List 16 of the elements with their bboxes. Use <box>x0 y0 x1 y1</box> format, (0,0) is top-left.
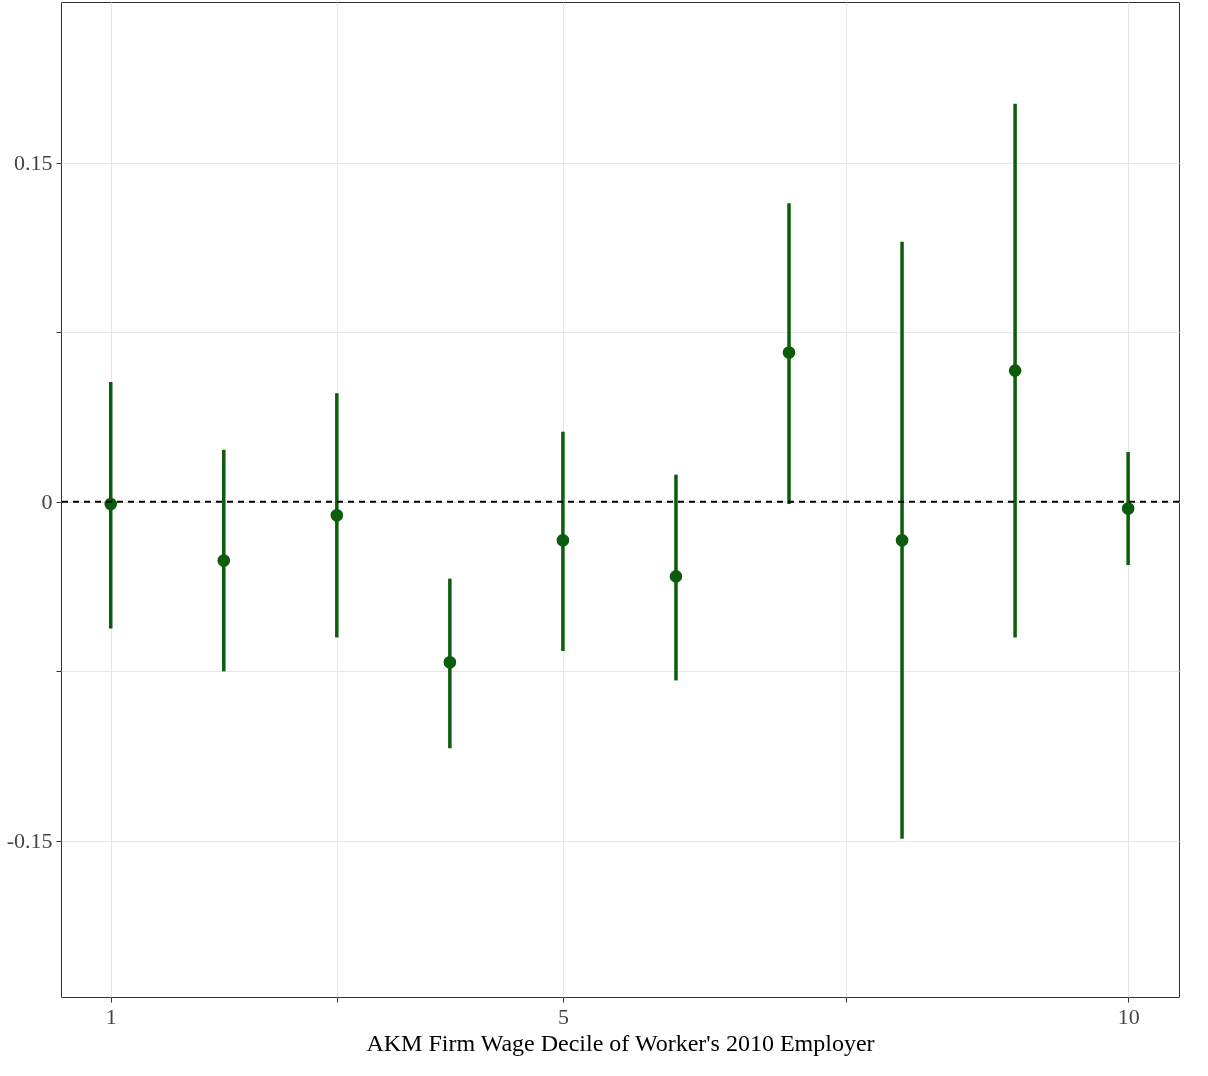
y-tick-label: 0 <box>41 489 53 515</box>
point <box>217 554 231 567</box>
point <box>556 533 570 547</box>
point <box>443 656 457 669</box>
x-tick-label: 10 <box>1117 1003 1140 1029</box>
x-axis-title: AKM Firm Wage Decile of Worker's 2010 Employer <box>366 1029 875 1056</box>
x-tick-label: 5 <box>557 1003 569 1029</box>
point <box>330 509 344 522</box>
y-tick-label: -0.15 <box>6 828 53 854</box>
point <box>895 533 909 547</box>
y-tick-label: 0.15 <box>14 150 53 176</box>
x-tick-label: 1 <box>105 1003 117 1029</box>
point <box>782 346 796 359</box>
point <box>1121 502 1135 515</box>
point <box>1008 364 1022 377</box>
point <box>669 570 683 583</box>
